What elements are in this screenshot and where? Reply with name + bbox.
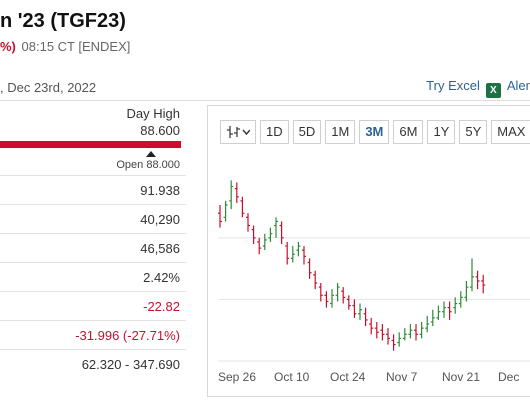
candle [324,291,329,308]
range-max-button[interactable]: MAX [491,120,530,144]
candle [453,297,458,314]
stat-row: 40,290 [0,204,186,233]
candle [240,196,245,218]
stat-value: 2.42% [143,270,180,285]
candle [274,217,278,238]
stat-value: 91.938 [140,183,180,198]
candle [285,241,290,265]
stat-value: 62.320 - 347.690 [81,357,180,372]
candle [257,237,262,255]
title-row: n '23 (TGF23) [0,10,126,38]
range-5y-button[interactable]: 5Y [459,120,488,144]
day-range-bar [0,141,181,148]
candle [341,287,346,304]
candle [391,334,396,351]
change-percent: %) [0,39,16,54]
candle [313,270,318,290]
chart-toolbar: 1D 5D 1M 3M 6M 1Y 5Y MAX [220,120,530,144]
candle [352,299,357,318]
candle [234,182,239,203]
candlestick-icon [227,126,240,138]
candle [307,258,312,279]
candle [436,305,441,320]
candle [374,322,379,339]
candle [386,328,390,345]
open-value: Open 88.000 [116,159,180,171]
candle [414,324,418,341]
stat-row: -31.996 (-27.71%) [0,320,186,349]
candle [302,246,306,265]
chart-panel: Sep 26 Oct 10 Oct 24 Nov 7 Nov 21 Dec 1D 5D 1… [207,105,530,397]
candle [229,180,234,210]
candle [262,233,267,251]
x-tick-label: Nov 21 [442,370,480,384]
candle [296,241,301,257]
candle [279,221,284,244]
candle [268,227,273,242]
candle [464,280,469,302]
chart-type-button[interactable] [220,120,256,144]
candle [335,283,340,302]
price-chart[interactable]: Sep 26 Oct 10 Oct 24 Nov 7 Nov 21 Dec [208,106,530,398]
candle [223,200,228,222]
candle [358,303,362,320]
stat-row: 46,586 [0,233,186,262]
candle [251,225,256,244]
candle [408,324,413,339]
try-excel-link[interactable]: Try Excel [426,78,480,93]
x-tick-label: Sep 26 [218,370,256,384]
x-tick-label: Oct 10 [274,370,310,384]
range-1d-button[interactable]: 1D [260,120,289,144]
candle [363,307,368,327]
top-links: Try Excel X Aler [426,78,530,98]
stat-value: -22.82 [143,299,180,314]
stat-row: -22.82 [0,291,186,320]
stat-row: 2.42% [0,262,186,291]
candle [369,317,374,335]
stat-value: 46,586 [140,241,180,256]
change-row: %) 08:15 CT [ENDEX] [0,39,130,54]
candle [425,315,430,333]
excel-icon[interactable]: X [485,83,501,98]
candle [346,295,351,310]
candle [470,258,474,292]
candle [246,213,250,232]
range-1m-button[interactable]: 1M [325,120,356,144]
candle [218,205,222,228]
stat-row: 91.938 [0,175,186,204]
candle [397,332,402,347]
stat-value: 40,290 [140,212,180,227]
range-3m-button[interactable]: 3M [359,120,390,144]
candle [430,309,435,327]
x-tick-label: Dec [498,370,519,384]
candle [481,274,486,294]
x-tick-label: Oct 24 [330,370,366,384]
stat-row: 62.320 - 347.690 [0,349,186,378]
session-date: , Dec 23rd, 2022 [0,80,97,95]
x-tick-label: Nov 7 [386,370,418,384]
candle [475,270,480,290]
candle [442,301,446,318]
open-marker-icon [146,151,156,157]
candle [380,324,385,341]
chevron-down-icon [242,129,250,135]
candle [447,301,452,320]
candle [419,322,424,339]
day-high-value: 88.600 [140,123,180,138]
candle [402,328,407,341]
day-high-label: Day High [126,106,180,121]
alerts-link[interactable]: Aler [506,78,530,93]
candle [290,246,295,263]
quote-time: 08:15 CT [ENDEX] [21,39,131,54]
candle [330,289,334,308]
candle [458,291,463,308]
page-title: n '23 (TGF23) [0,10,126,32]
candle [318,283,323,302]
range-5d-button[interactable]: 5D [292,120,322,144]
divider [0,100,530,101]
range-6m-button[interactable]: 6M [393,120,424,144]
range-1y-button[interactable]: 1Y [427,120,456,144]
stat-value: -31.996 (-27.71%) [75,328,180,343]
